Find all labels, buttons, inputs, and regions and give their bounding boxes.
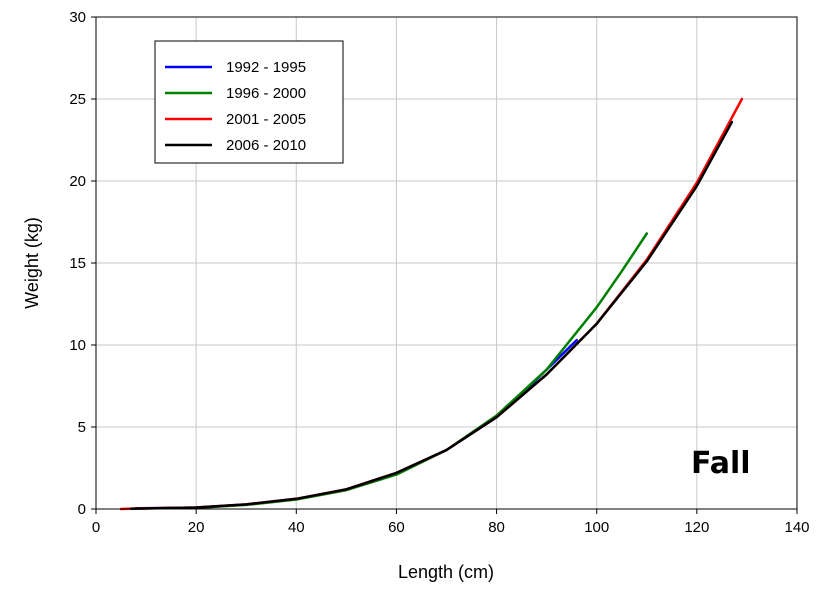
legend-label: 2006 - 2010 bbox=[226, 137, 306, 154]
x-tick-label: 0 bbox=[92, 519, 100, 536]
legend: 1992 - 1995 1996 - 2000 2001 - 2005 2006 - … bbox=[154, 40, 344, 164]
series-layer bbox=[119, 97, 744, 511]
axis-ticks bbox=[91, 16, 798, 514]
y-tick-label: 5 bbox=[78, 419, 86, 436]
y-tick-label: 15 bbox=[69, 255, 86, 272]
x-axis-title: Length (cm) bbox=[398, 562, 494, 582]
x-tick-label: 20 bbox=[188, 519, 205, 536]
x-tick-label: 80 bbox=[488, 519, 505, 536]
series-line-4 bbox=[129, 120, 734, 510]
y-axis-title: Weight (kg) bbox=[22, 217, 42, 309]
legend-label: 2001 - 2005 bbox=[226, 111, 306, 128]
y-tick-label: 25 bbox=[69, 91, 86, 108]
legend-label: 1992 - 1995 bbox=[226, 59, 306, 76]
x-tick-label: 100 bbox=[584, 519, 609, 536]
x-tick-label: 140 bbox=[784, 519, 809, 536]
x-tick-label: 120 bbox=[684, 519, 709, 536]
tick-labels: 0 20 40 60 80 100 120 140 0 5 10 15 20 25 30 bbox=[69, 9, 809, 536]
legend-box bbox=[154, 40, 344, 164]
y-tick-label: 0 bbox=[78, 501, 86, 518]
x-tick-label: 60 bbox=[388, 519, 405, 536]
legend-label: 1996 - 2000 bbox=[226, 85, 306, 102]
y-tick-label: 20 bbox=[69, 173, 86, 190]
x-tick-label: 40 bbox=[288, 519, 305, 536]
legend-items: 1992 - 1995 1996 - 2000 2001 - 2005 2006 - … bbox=[165, 59, 306, 154]
season-annotation: Fall bbox=[691, 446, 751, 481]
y-tick-label: 10 bbox=[69, 337, 86, 354]
y-tick-label: 30 bbox=[69, 9, 86, 26]
